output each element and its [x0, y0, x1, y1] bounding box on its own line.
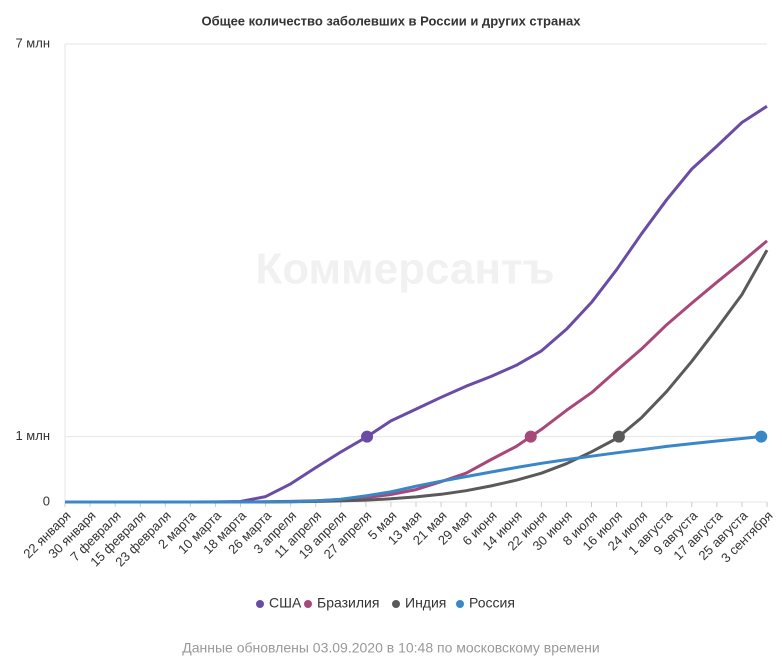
- legend-marker: [392, 600, 400, 608]
- legend-label: Индия: [405, 595, 446, 611]
- y-tick-label: 7 млн: [15, 35, 50, 50]
- series-line: [65, 104, 768, 504]
- legend-marker: [256, 600, 264, 608]
- footnote: Данные обновлены 03.09.2020 в 10:48 по м…: [182, 640, 599, 656]
- legend-label: США: [269, 595, 302, 611]
- milestone-dot: [524, 430, 537, 443]
- milestone-dot: [361, 430, 374, 443]
- y-tick-label: 0: [43, 493, 50, 508]
- chart-title: Общее количество заболевших в России и д…: [201, 13, 581, 28]
- milestone-dot: [755, 430, 768, 443]
- milestone-dot: [612, 430, 625, 443]
- watermark: Коммерсантъ: [255, 245, 554, 294]
- y-tick-label: 1 млн: [15, 428, 50, 443]
- legend-marker: [456, 600, 464, 608]
- legend-label: Бразилия: [317, 595, 379, 611]
- legend-label: Россия: [469, 595, 515, 611]
- legend-marker: [304, 600, 312, 608]
- series-line: [65, 434, 768, 504]
